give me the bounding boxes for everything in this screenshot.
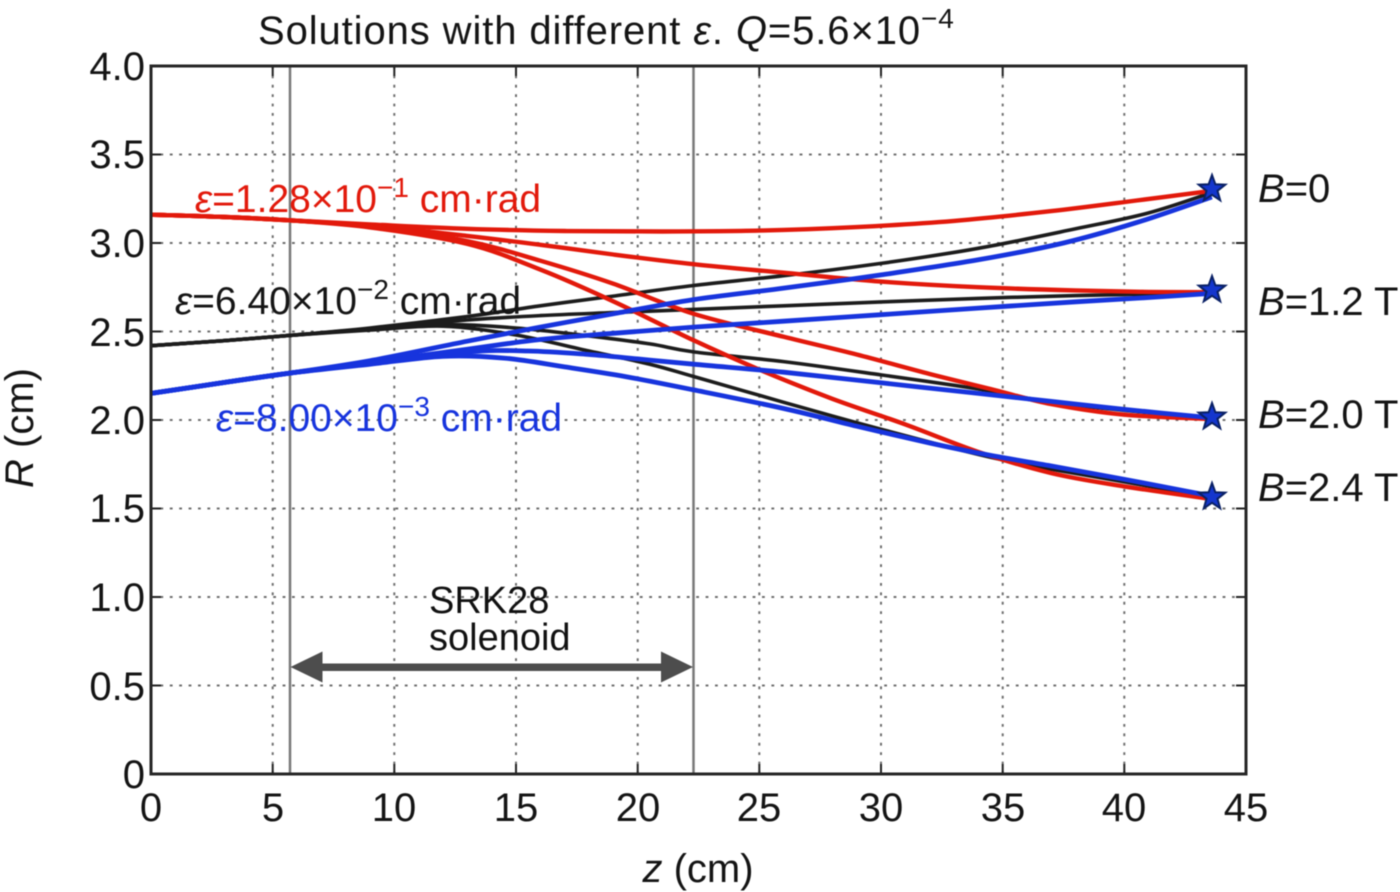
svg-text:30: 30: [859, 786, 904, 830]
svg-text:1.5: 1.5: [89, 487, 145, 531]
svg-text:SRK28: SRK28: [429, 580, 549, 622]
svg-text:B=2.4 T: B=2.4 T: [1258, 466, 1398, 510]
svg-text:1.0: 1.0: [89, 576, 145, 620]
svg-text:25: 25: [737, 786, 782, 830]
svg-text:2.0: 2.0: [89, 399, 145, 443]
svg-text:20: 20: [616, 786, 661, 830]
svg-text:z (cm): z (cm): [641, 847, 753, 891]
svg-text:ε=6.40×10−2 cm·rad: ε=6.40×10−2 cm·rad: [175, 274, 521, 323]
svg-text:0: 0: [123, 753, 145, 797]
svg-text:3.5: 3.5: [89, 133, 145, 177]
svg-text:0: 0: [140, 786, 162, 830]
svg-text:4.0: 4.0: [89, 45, 145, 89]
svg-text:B=0: B=0: [1258, 167, 1330, 211]
svg-text:45: 45: [1224, 786, 1269, 830]
svg-text:B=1.2 T: B=1.2 T: [1258, 280, 1398, 324]
svg-text:Solutions with different ε. Q=: Solutions with different ε. Q=5.6×10−4: [258, 3, 955, 53]
svg-text:15: 15: [494, 786, 539, 830]
svg-text:B=2.0 T: B=2.0 T: [1258, 393, 1398, 437]
svg-text:solenoid: solenoid: [429, 617, 571, 659]
svg-text:ε=8.00×10−3 cm·rad: ε=8.00×10−3 cm·rad: [216, 391, 562, 440]
svg-text:35: 35: [981, 786, 1026, 830]
svg-text:40: 40: [1102, 786, 1147, 830]
svg-text:5: 5: [262, 786, 284, 830]
svg-text:R (cm): R (cm): [0, 368, 42, 488]
svg-text:2.5: 2.5: [89, 311, 145, 355]
svg-text:0.5: 0.5: [89, 665, 145, 709]
svg-text:3.0: 3.0: [89, 222, 145, 266]
svg-text:10: 10: [372, 786, 417, 830]
svg-text:ε=1.28×10−1 cm·rad: ε=1.28×10−1 cm·rad: [195, 172, 541, 221]
